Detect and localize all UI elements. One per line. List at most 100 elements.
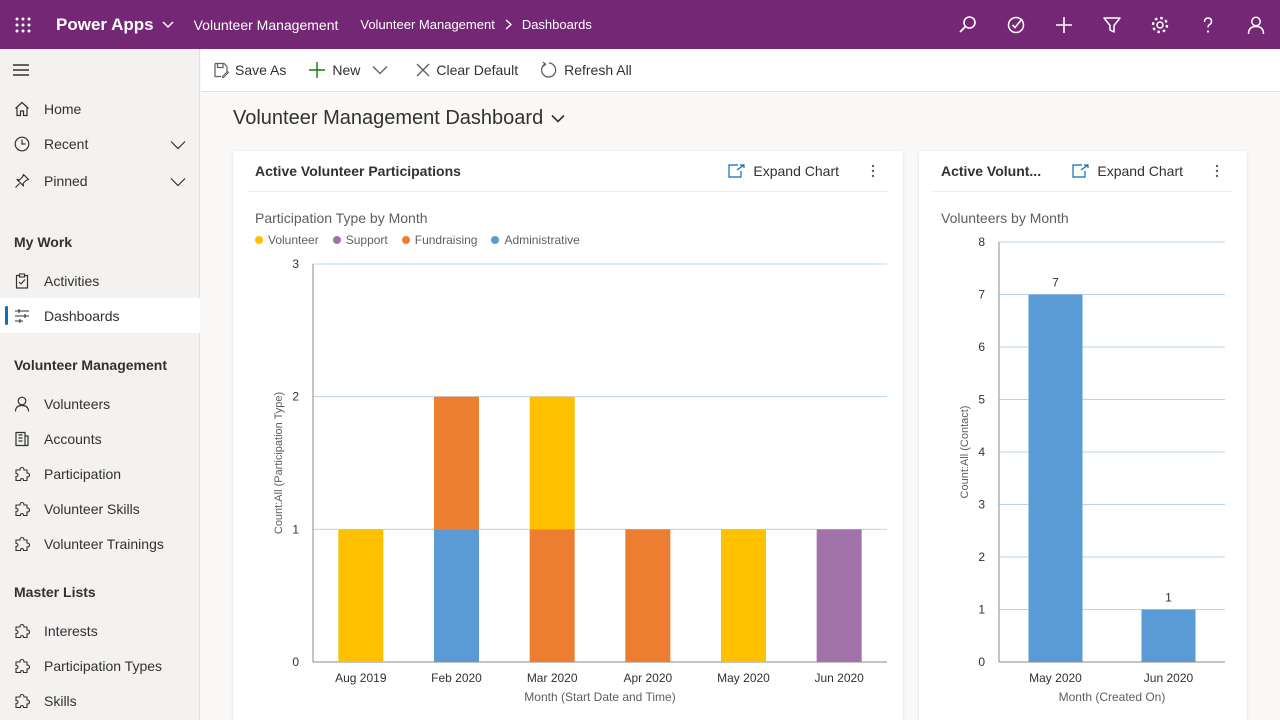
chart-card-volunteers: Active Volunt... Expand Chart Volunteers… <box>919 151 1247 720</box>
more-options-icon[interactable] <box>1207 164 1227 178</box>
puzzle-icon <box>0 501 44 517</box>
dashboard-selector[interactable]: Volunteer Management Dashboard <box>233 107 565 130</box>
chevron-down-icon[interactable] <box>170 137 186 153</box>
expand-chart-button[interactable]: Expand Chart <box>728 163 839 179</box>
sidebar-item-dashboards[interactable]: Dashboards <box>0 298 200 333</box>
sidebar-item-label: Activities <box>44 272 100 289</box>
expand-icon <box>728 164 745 178</box>
sidebar-item-activities[interactable]: Activities <box>0 263 200 298</box>
chevron-down-icon <box>372 66 388 75</box>
sidebar-item-pinned[interactable]: Pinned <box>0 163 200 198</box>
breadcrumb-item-app[interactable]: Volunteer Management <box>360 17 495 32</box>
user-icon[interactable] <box>1232 0 1280 49</box>
save-as-button[interactable]: Save As <box>213 62 286 78</box>
bar-volunteer <box>529 396 575 530</box>
sidebar-item-label: Accounts <box>44 430 102 447</box>
puzzle-icon <box>0 658 44 674</box>
x-tick-label: Mar 2020 <box>527 671 578 685</box>
sidebar-item-accounts[interactable]: Accounts <box>0 421 200 456</box>
chevron-down-icon[interactable] <box>170 174 186 190</box>
sidebar-item-label: Volunteer Trainings <box>44 535 164 552</box>
y-tick-label: 1 <box>978 603 985 617</box>
help-icon[interactable] <box>1184 0 1232 49</box>
sidebar-item-label: Recent <box>44 135 89 152</box>
clear-default-button[interactable]: Clear Default <box>416 62 518 78</box>
legend-item-administrative[interactable]: Administrative <box>491 233 580 247</box>
hamburger-menu-icon[interactable] <box>12 63 30 82</box>
sidebar-item-recent[interactable]: Recent <box>0 126 200 161</box>
sidebar-item-participation-types[interactable]: Participation Types <box>0 648 200 683</box>
assistant-icon[interactable] <box>992 0 1040 49</box>
data-label: 1 <box>1165 591 1172 605</box>
chart-legend: Volunteer Support Fundraising Administra… <box>255 233 594 247</box>
puzzle-icon <box>0 466 44 482</box>
y-tick-label: 4 <box>978 445 985 459</box>
sidebar-item-label: Dashboards <box>44 307 120 324</box>
section-master-lists: Master Lists <box>14 584 96 600</box>
new-label: New <box>332 62 361 78</box>
expand-chart-button[interactable]: Expand Chart <box>1072 163 1183 179</box>
y-tick-label: 3 <box>292 257 299 271</box>
legend-item-support[interactable]: Support <box>332 233 388 247</box>
pin-icon <box>0 173 44 189</box>
legend-item-fundraising[interactable]: Fundraising <box>401 233 477 247</box>
legend-dot <box>332 236 341 244</box>
bar-administrative <box>434 529 479 662</box>
plus-icon[interactable] <box>1040 0 1088 49</box>
sidebar-item-home[interactable]: Home <box>0 91 200 126</box>
more-options-icon[interactable] <box>863 164 883 178</box>
sidebar-item-participation[interactable]: Participation <box>0 456 200 491</box>
sidebar-item-label: Volunteers <box>44 395 111 412</box>
x-tick-label: Feb 2020 <box>431 671 482 685</box>
card-title: Active Volunt... <box>941 163 1042 179</box>
gear-icon[interactable] <box>1136 0 1184 49</box>
sidebar-item-label: Participation Types <box>44 657 163 674</box>
bar-fundraising <box>529 529 575 662</box>
sidebar-item-label: Volunteer Skills <box>44 500 140 517</box>
filter-icon[interactable] <box>1088 0 1136 49</box>
app-launcher-icon[interactable] <box>0 0 46 49</box>
clipboard-icon <box>0 272 44 289</box>
sidebar-item-volunteer-skills[interactable]: Volunteer Skills <box>0 491 200 526</box>
command-bar: Save As New Clear Default Refresh All <box>201 49 1280 92</box>
y-axis-title: Count:All (Participation Type) <box>273 392 285 534</box>
y-tick-label: 0 <box>292 655 299 669</box>
refresh-icon <box>541 61 557 78</box>
volunteers-chart: 0 1 2 3 4 5 6 7 8 7 May 2020 1 Jun 2020 Month (Create… <box>959 235 1225 704</box>
y-tick-label: 0 <box>978 655 985 669</box>
save-as-label: Save As <box>235 62 287 78</box>
legend-dot <box>491 236 500 244</box>
bar-fundraising <box>434 396 479 530</box>
sidebar-item-volunteer-trainings[interactable]: Volunteer Trainings <box>0 526 200 561</box>
clock-icon <box>0 136 44 152</box>
sidebar-item-label: Pinned <box>44 172 88 189</box>
plus-icon <box>309 62 326 78</box>
y-tick-label: 2 <box>292 390 299 404</box>
section-volunteer-management: Volunteer Management <box>14 357 167 373</box>
x-tick-label: Jun 2020 <box>1144 671 1194 685</box>
new-button[interactable]: New <box>308 61 394 79</box>
legend-label: Administrative <box>504 233 580 247</box>
x-tick-label: May 2020 <box>1029 671 1082 685</box>
sidebar-item-skills[interactable]: Skills <box>0 683 200 718</box>
refresh-all-button[interactable]: Refresh All <box>540 61 632 79</box>
x-tick-label: Apr 2020 <box>623 671 672 685</box>
app-module-name[interactable]: Volunteer Management <box>193 16 339 33</box>
legend-item-volunteer[interactable]: Volunteer <box>255 233 319 247</box>
x-tick-label: Aug 2019 <box>335 671 387 685</box>
bar-volunteer <box>338 529 384 662</box>
bar <box>1141 609 1196 662</box>
chevron-down-icon[interactable] <box>162 20 174 29</box>
expand-chart-label: Expand Chart <box>1097 163 1183 179</box>
legend-label: Support <box>345 233 388 247</box>
breadcrumb-item-dashboards[interactable]: Dashboards <box>521 17 592 32</box>
sidebar-item-interests[interactable]: Interests <box>0 613 200 648</box>
sidebar-item-label: Skills <box>44 692 77 709</box>
chart-title: Volunteers by Month <box>941 210 1069 226</box>
search-icon[interactable] <box>944 0 992 49</box>
legend-dot <box>401 236 410 244</box>
app-name[interactable]: Power Apps <box>56 14 154 34</box>
chart-card-participations: Active Volunteer Participations Expand C… <box>233 151 903 720</box>
bar-fundraising <box>625 529 671 662</box>
sidebar-item-volunteers[interactable]: Volunteers <box>0 386 200 421</box>
